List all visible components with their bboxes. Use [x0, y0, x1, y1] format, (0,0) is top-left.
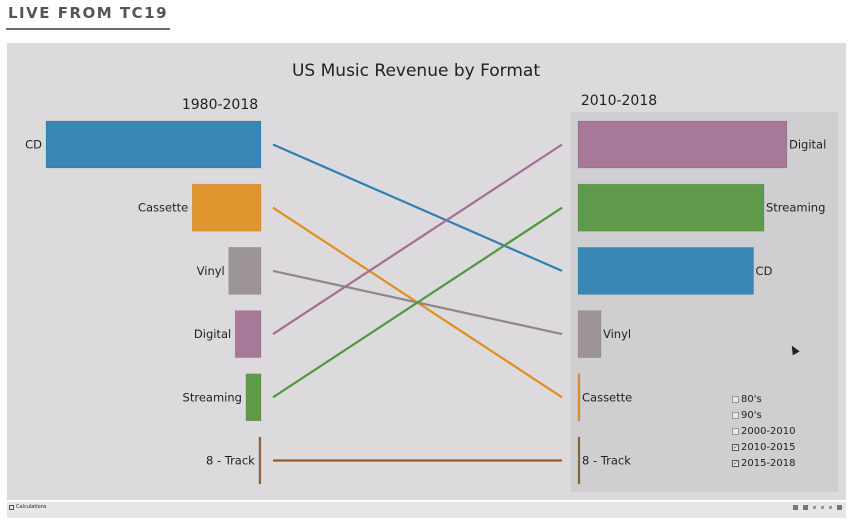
right-bar-cassette — [577, 373, 581, 422]
grid-view-icon[interactable] — [793, 505, 798, 510]
sheet-navigation — [793, 505, 842, 510]
slope-line-streaming — [272, 206, 563, 399]
legend-item-2000-2010[interactable]: 2000-2010 — [732, 423, 796, 439]
left-bar-streaming — [245, 373, 262, 422]
right-label-vinyl: Vinyl — [603, 327, 631, 341]
right-label-cd: CD — [756, 264, 773, 278]
legend-item-2015-2018[interactable]: ✓ 2015-2018 — [732, 455, 796, 471]
year-filter-legend: 80's 90's 2000-2010 ✓ 2010-2015 ✓ 2015-2018 — [732, 391, 796, 471]
legend-label: 90's — [741, 409, 762, 421]
left-panel-title: 1980-2018 — [182, 97, 258, 113]
banner-underline — [6, 28, 170, 30]
calculations-tab[interactable]: Calculations — [9, 504, 47, 510]
legend-label: 2015-2018 — [741, 457, 796, 469]
checkbox-empty-icon[interactable] — [732, 427, 739, 435]
slope-line-cd — [272, 143, 563, 272]
legend-label: 2010-2015 — [741, 441, 796, 453]
left-bar-8-track — [258, 436, 262, 485]
legend-item-90-s[interactable]: 90's — [732, 407, 796, 423]
legend-item-2010-2015[interactable]: ✓ 2010-2015 — [732, 439, 796, 455]
calculations-tab-label: Calculations — [16, 504, 47, 510]
left-label-vinyl: Vinyl — [197, 264, 225, 278]
right-panel-title: 2010-2018 — [581, 93, 657, 109]
left-bar-cassette — [191, 183, 262, 232]
prev-sheet-icon[interactable] — [821, 506, 824, 509]
right-panel-background — [571, 112, 838, 492]
left-bar-digital — [234, 310, 262, 358]
right-label-streaming: Streaming — [766, 201, 825, 215]
checkbox-checked-icon[interactable]: ✓ — [732, 459, 739, 467]
left-label-cassette: Cassette — [138, 201, 188, 215]
legend-label: 2000-2010 — [741, 425, 796, 437]
legend-label: 80's — [741, 393, 762, 405]
status-bar: Calculations — [7, 502, 846, 518]
left-label-streaming: Streaming — [183, 390, 242, 404]
left-bar-vinyl — [228, 247, 262, 295]
last-sheet-icon[interactable] — [837, 505, 842, 510]
first-sheet-icon[interactable] — [813, 506, 816, 509]
checkbox-empty-icon[interactable] — [732, 395, 739, 403]
grid-icon — [9, 504, 14, 510]
left-bar-cd — [45, 120, 262, 169]
right-label-digital: Digital — [789, 138, 826, 152]
left-label-8-track: 8 - Track — [206, 454, 255, 468]
right-bar-streaming — [577, 183, 765, 232]
right-bar-digital — [577, 120, 788, 169]
list-view-icon[interactable] — [803, 505, 808, 510]
checkbox-empty-icon[interactable] — [732, 411, 739, 419]
banner-title: LIVE FROM TC19 — [8, 4, 169, 22]
right-label-8-track: 8 - Track — [582, 454, 631, 468]
next-sheet-icon[interactable] — [829, 506, 832, 509]
slope-line-digital — [272, 143, 563, 336]
right-label-cassette: Cassette — [582, 390, 632, 404]
left-label-digital: Digital — [194, 327, 231, 341]
legend-item-80-s[interactable]: 80's — [732, 391, 796, 407]
checkbox-checked-icon[interactable]: ✓ — [732, 443, 739, 451]
left-label-cd: CD — [25, 138, 42, 152]
chart-title: US Music Revenue by Format — [292, 61, 540, 81]
right-bar-8-track — [577, 436, 581, 485]
right-bar-cd — [577, 247, 754, 295]
right-bar-vinyl — [577, 310, 602, 358]
